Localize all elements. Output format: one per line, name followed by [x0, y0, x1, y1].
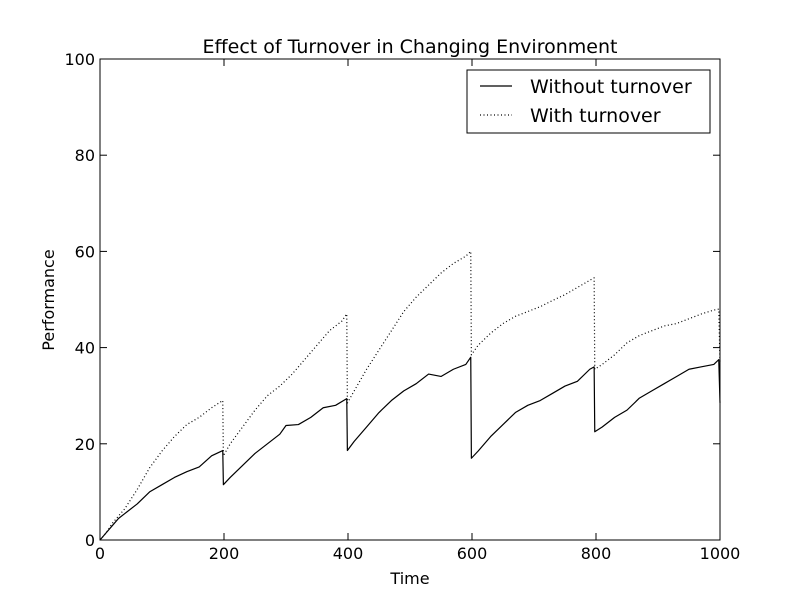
legend: Without turnover With turnover [466, 69, 711, 134]
tick-layer: 0 200 400 600 800 1000 0 20 40 60 80 100 [64, 50, 740, 563]
y-tick-label: 40 [75, 339, 95, 358]
y-tick-label: 100 [64, 50, 95, 69]
x-tick-label: 400 [333, 544, 364, 563]
y-tick-label: 60 [75, 242, 95, 261]
legend-label-without-turnover: Without turnover [530, 76, 692, 98]
y-tick-label: 80 [75, 146, 95, 165]
legend-label-with-turnover: With turnover [530, 105, 661, 127]
chart-title: Effect of Turnover in Changing Environme… [203, 36, 618, 58]
y-axis-label: Performance [39, 249, 58, 350]
x-tick-label: 800 [581, 544, 612, 563]
x-tick-label: 1000 [700, 544, 741, 563]
legend-box [466, 69, 711, 134]
series-line-without-turnover [99, 356, 721, 541]
x-tick-label: 0 [95, 544, 105, 563]
x-axis-label: Time [389, 569, 429, 588]
series-line-with-turnover [99, 250, 721, 541]
x-tick-label: 200 [209, 544, 240, 563]
x-tick-label: 600 [457, 544, 488, 563]
y-tick-label: 20 [75, 435, 95, 454]
y-tick-label: 0 [85, 531, 95, 550]
series-layer [99, 250, 721, 541]
plot-frame [99, 58, 721, 541]
